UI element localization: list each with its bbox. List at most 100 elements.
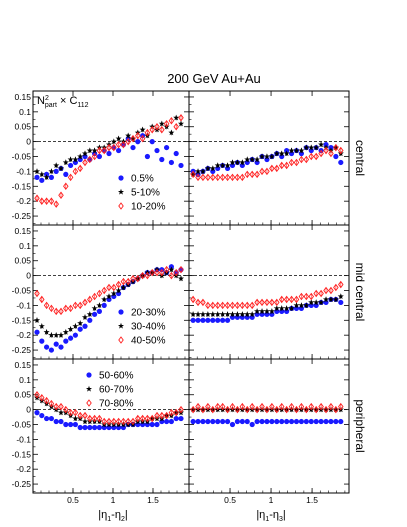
data-point [81,314,89,320]
data-point [144,414,151,423]
data-point [120,277,127,286]
data-point [190,317,196,323]
data-point [96,289,103,298]
data-point [254,156,261,163]
data-point [234,159,241,166]
y-tick-label: -0.15 [12,181,32,191]
panel-0-right [188,90,350,226]
data-point [278,295,285,304]
y-tick-label: -0.1 [16,434,31,444]
data-point [195,317,201,323]
data-point [244,301,251,310]
legend-label: 5-10% [131,188,160,199]
data-point [219,301,226,310]
data-point [120,284,127,291]
data-point [318,149,324,158]
data-point [106,150,112,157]
data-point [220,418,226,425]
data-point [323,286,329,295]
data-point [204,165,211,172]
data-point [209,311,216,317]
data-point [34,329,40,335]
y-tick-label: -0.1 [16,166,31,176]
data-point [149,125,155,134]
data-point [313,405,319,414]
data-point [144,128,151,137]
data-point [278,402,285,411]
data-point [106,283,112,292]
data-point [273,305,280,311]
data-point [194,168,202,174]
data-point [259,402,265,411]
data-point [215,418,221,425]
data-point [210,405,216,414]
data-point [178,114,184,122]
data-point [44,344,50,350]
data-point [68,162,74,169]
data-point [178,405,184,414]
data-point [244,156,251,163]
data-point [86,147,93,154]
data-point [254,170,260,179]
data-point [308,402,315,411]
data-point [164,144,170,151]
data-point [139,126,146,133]
data-point [288,305,295,311]
data-point [178,162,184,169]
data-point [96,153,102,160]
data-point [34,174,40,180]
data-point [283,305,290,311]
data-point [200,173,206,182]
data-point [33,317,41,323]
data-point [200,298,206,307]
x-tick-label: 0.5 [224,495,236,505]
data-point [87,424,93,431]
data-point [139,134,146,143]
data-point [106,143,112,152]
data-point [33,168,41,174]
data-point [274,298,280,307]
data-point [327,296,334,303]
data-point [34,194,40,202]
data-point [63,405,69,414]
data-point [308,152,315,161]
data-point [308,418,314,425]
data-point [39,197,45,205]
data-point [115,135,122,142]
data-point [288,158,295,167]
data-point [77,301,83,310]
data-point [87,414,93,423]
data-point [87,317,93,323]
data-point [39,338,45,344]
data-point [120,417,127,426]
series-2-right-0 [190,418,344,428]
x-tick-label: 1.5 [147,495,159,505]
data-point [259,298,265,307]
data-point [244,418,250,425]
data-point [168,129,175,136]
data-point [288,147,295,154]
data-point [269,418,275,425]
data-point [214,301,221,310]
y-tick-label: 0.15 [14,92,31,102]
data-point [224,301,231,310]
data-point [209,165,216,172]
data-point [323,418,329,425]
data-point [164,418,170,425]
data-point [58,191,64,199]
data-point [332,296,339,303]
data-point [91,292,98,301]
data-point [278,161,285,170]
panel-1-right [188,224,350,360]
x-axis-label-left: |η1-η2| [98,509,127,523]
data-point [39,393,45,402]
data-point [195,298,201,307]
data-point [283,150,290,157]
data-point [115,280,122,289]
data-point [34,390,40,399]
data-point [258,153,266,160]
data-point [57,165,65,172]
data-point [135,414,141,423]
data-point [173,114,180,121]
